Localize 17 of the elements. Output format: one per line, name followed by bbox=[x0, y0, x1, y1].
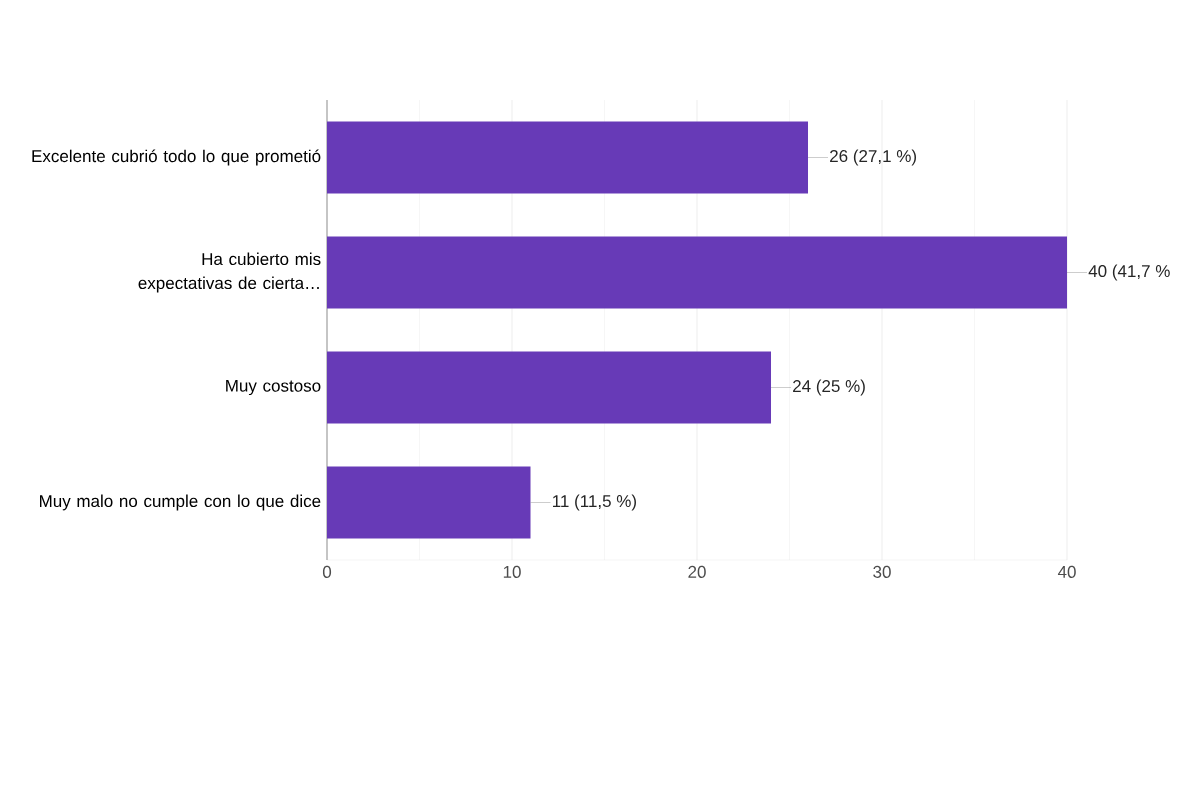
data-label: 40 (41,7 % bbox=[1088, 264, 1170, 281]
y-tick-label: Muy malo no cumple con lo que dice bbox=[40, 494, 321, 511]
bar bbox=[327, 121, 809, 194]
y-tick-label: Muy costoso bbox=[226, 379, 321, 396]
y-tick-label: Ha cubierto mis expectativas de cierta… bbox=[138, 252, 321, 293]
x-tick-label: 40 bbox=[1057, 565, 1076, 578]
x-tick-label: 0 bbox=[322, 565, 332, 578]
data-label: 24 (25 %) bbox=[793, 379, 865, 396]
y-tick-label: Excelente cubrió todo lo que prometió bbox=[32, 149, 321, 166]
bar bbox=[327, 466, 531, 539]
data-label: 26 (27,1 %) bbox=[830, 149, 917, 166]
x-tick-label: 30 bbox=[873, 565, 891, 578]
x-tick-label: 10 bbox=[503, 565, 521, 578]
bar bbox=[327, 236, 1068, 309]
x-tick-label: 20 bbox=[688, 565, 706, 578]
bar bbox=[327, 351, 772, 424]
data-label: 11 (11,5 %) bbox=[553, 494, 636, 511]
